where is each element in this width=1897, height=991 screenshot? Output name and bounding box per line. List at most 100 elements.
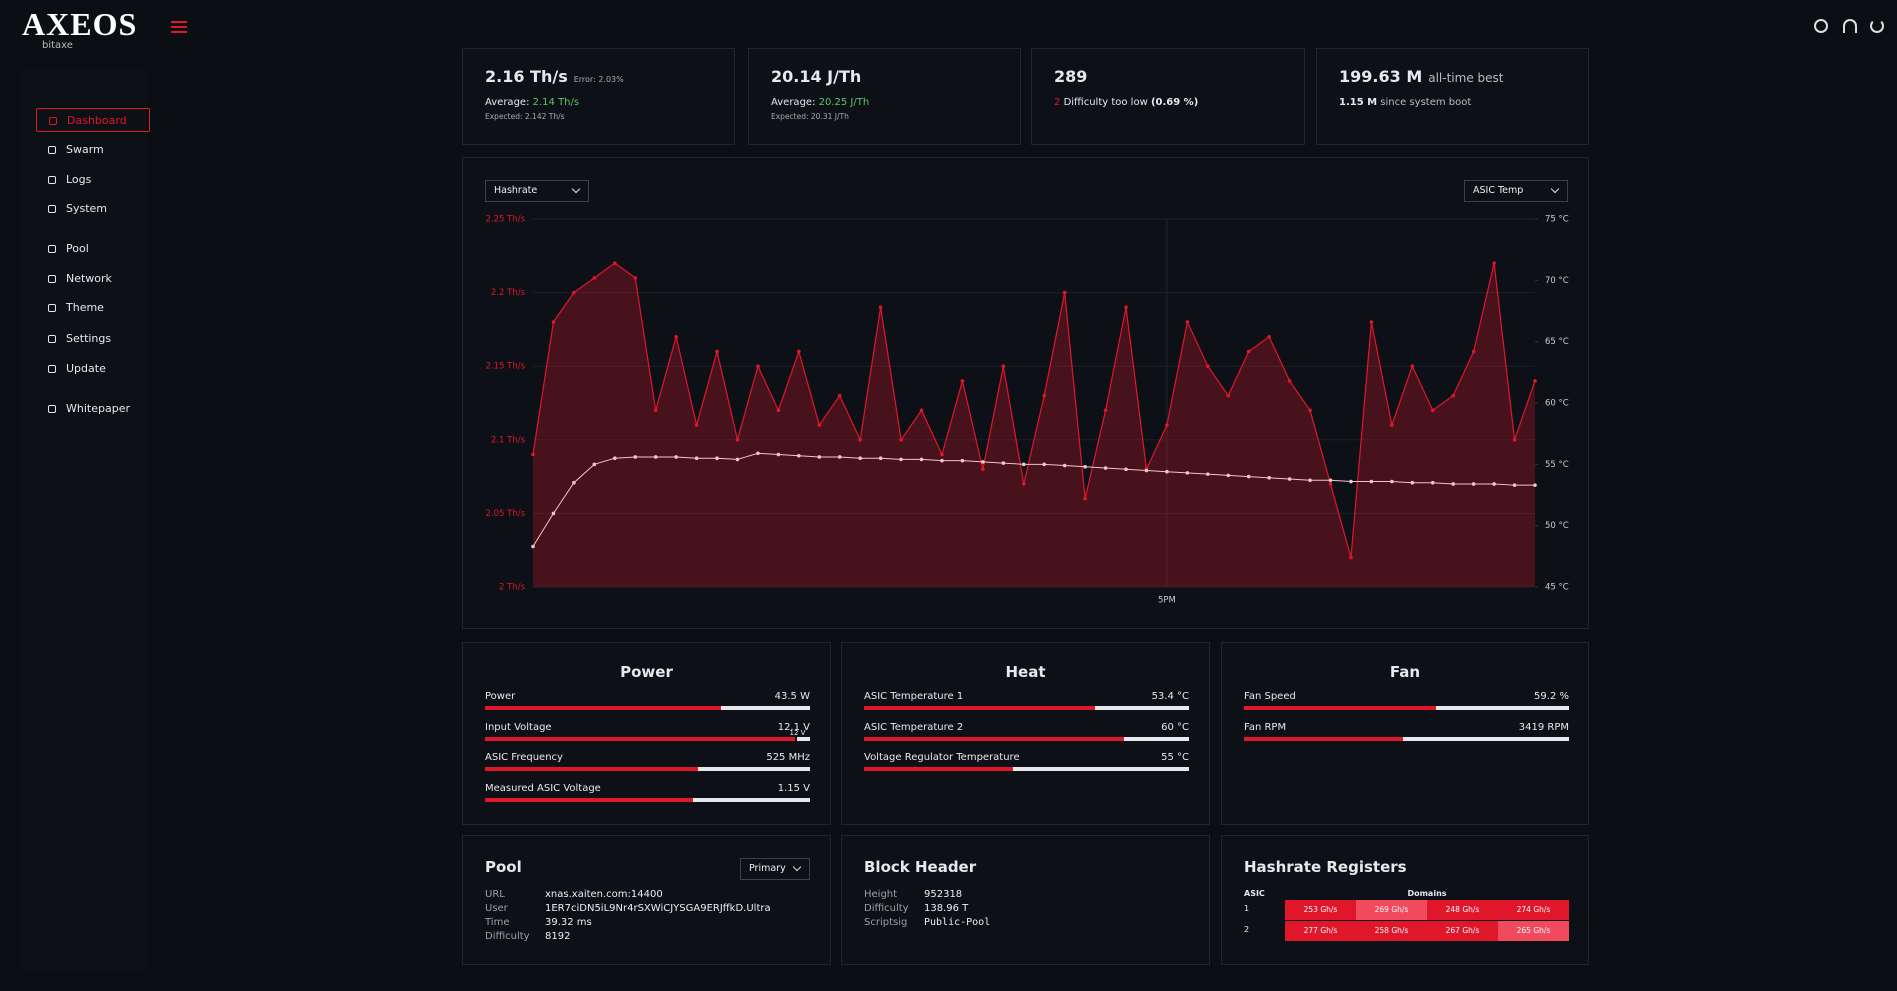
label: since system boot — [1380, 97, 1472, 108]
data-point — [592, 462, 597, 467]
nav-item[interactable]: Dashboard — [36, 108, 150, 132]
field-value: 39.32 ms — [545, 917, 592, 928]
data-point — [1430, 408, 1435, 413]
error-note: Error: 2.03% — [573, 75, 624, 84]
data-point — [1165, 469, 1169, 474]
pool-card: Pool Primary URL xnas.xaiten.com:14400 Use… — [462, 835, 831, 965]
y-tick-label: 2.25 Th/s — [486, 215, 526, 225]
nav-label: Pool — [66, 242, 89, 255]
data-point — [1471, 482, 1476, 486]
data-point — [940, 458, 944, 463]
y-tick-label: 2.15 Th/s — [486, 362, 526, 372]
nav-item[interactable]: Theme — [36, 296, 150, 320]
data-point — [694, 456, 699, 461]
nav-item[interactable]: System — [36, 197, 150, 221]
field: Scriptsig Public-Pool — [864, 917, 1194, 931]
data-point — [1267, 334, 1271, 339]
series-area — [533, 263, 1535, 587]
data-point — [1410, 364, 1415, 368]
data-point — [1226, 473, 1231, 478]
data-point — [797, 349, 801, 354]
top-bar: AXEOS bitaxe — [0, 0, 1897, 55]
asic-id: 1 — [1244, 904, 1250, 913]
nav-item[interactable]: Settings — [36, 327, 150, 351]
visibility-icon[interactable] — [1814, 19, 1828, 33]
menu-button[interactable] — [171, 21, 187, 33]
nav-item[interactable]: Update — [36, 357, 150, 381]
nav-label: Swarm — [66, 143, 104, 156]
field-value: 8192 — [545, 931, 571, 942]
x-tick-label: 5PM — [1158, 596, 1176, 606]
data-point — [1533, 379, 1537, 383]
group-header: Domains — [1407, 889, 1447, 898]
refresh-icon[interactable] — [1870, 19, 1884, 33]
gauge-bar — [1244, 706, 1437, 710]
gauge-track — [485, 797, 810, 802]
gauge-bar — [1244, 736, 1403, 741]
data-point — [960, 379, 965, 383]
gauge-value: 12.1 V — [777, 721, 810, 733]
data-point — [1001, 461, 1006, 465]
nav-label: Whitepaper — [66, 402, 130, 415]
nav-item[interactable]: Swarm — [36, 138, 150, 162]
data-point — [1124, 467, 1128, 472]
y-tick-label: 2.1 Th/s — [491, 435, 526, 445]
data-point — [612, 261, 617, 265]
pool-select[interactable]: Primary — [740, 858, 810, 880]
gauge-label: ASIC Frequency — [485, 752, 563, 763]
register-cell: 265 Gh/s — [1498, 921, 1569, 941]
field-key: Scriptsig — [864, 917, 908, 928]
series-line — [532, 262, 1536, 558]
stat-line: 2 Difficulty too low (0.69 %) — [1054, 97, 1198, 108]
data-point — [612, 456, 617, 461]
gauge-track — [1244, 736, 1569, 741]
data-point — [1390, 479, 1394, 484]
data-point — [776, 408, 781, 413]
best-difficulty: 199.63 M — [1339, 67, 1423, 86]
nav-icon — [48, 146, 56, 154]
series-select[interactable]: ASIC Temp — [1464, 180, 1568, 202]
field: User 1ER7ciDN5iL9Nr4rSXWiCJYSGA9ERJffkD.U… — [485, 903, 815, 917]
nav-item[interactable]: Logs — [36, 168, 150, 192]
data-point — [960, 458, 965, 463]
data-point — [1062, 463, 1067, 468]
gauge-track — [485, 735, 810, 742]
data-point — [1144, 468, 1149, 473]
data-point — [715, 456, 719, 461]
gauge-label: Voltage Regulator Temperature — [864, 752, 1020, 763]
gauge-value: 43.5 W — [774, 691, 810, 702]
wifi-icon[interactable] — [1843, 19, 1857, 33]
data-point — [837, 393, 842, 398]
stat-line: 1.15 M since system boot — [1339, 97, 1471, 108]
gauge-value: 1.15 V — [777, 782, 810, 794]
nav-item[interactable]: Pool — [36, 237, 150, 261]
field-key: User — [485, 903, 508, 914]
nav-icon — [48, 335, 56, 343]
rejected-count: 2 — [1054, 97, 1061, 108]
gauge-label: ASIC Temperature 1 — [864, 691, 964, 702]
card-title: Pool — [485, 858, 522, 876]
rejected-percent: (0.69 %) — [1150, 97, 1199, 108]
data-point — [572, 480, 576, 485]
nav-item[interactable]: Network — [36, 267, 150, 291]
data-point — [919, 457, 924, 462]
stat-value: 2.16 Th/s Error: 2.03% — [485, 67, 624, 86]
series-select[interactable]: Hashrate — [485, 180, 589, 202]
chart: 2 Th/s 2.05 Th/s 2.1 Th/s 2.15 Th/s 2.2 Th/s… — [486, 215, 1569, 606]
nav-label: Update — [66, 362, 106, 375]
field-value: Public-Pool — [924, 917, 991, 928]
gauge-label: Fan RPM — [1244, 721, 1287, 733]
data-point — [899, 457, 903, 462]
data-point — [531, 452, 535, 457]
gauge-row: ASIC Temperature 1 53.4 °C — [864, 691, 1189, 710]
gauge-bar — [485, 797, 693, 802]
nav-item[interactable]: Whitepaper — [36, 397, 150, 421]
data-point — [674, 455, 678, 459]
data-point — [899, 438, 903, 442]
data-point — [1185, 471, 1190, 475]
hashrate: 2.16 Th/s — [485, 67, 568, 86]
gauge-track — [485, 706, 810, 710]
gauge-bar — [485, 736, 798, 741]
card-title: Hashrate Registers — [1244, 858, 1407, 876]
